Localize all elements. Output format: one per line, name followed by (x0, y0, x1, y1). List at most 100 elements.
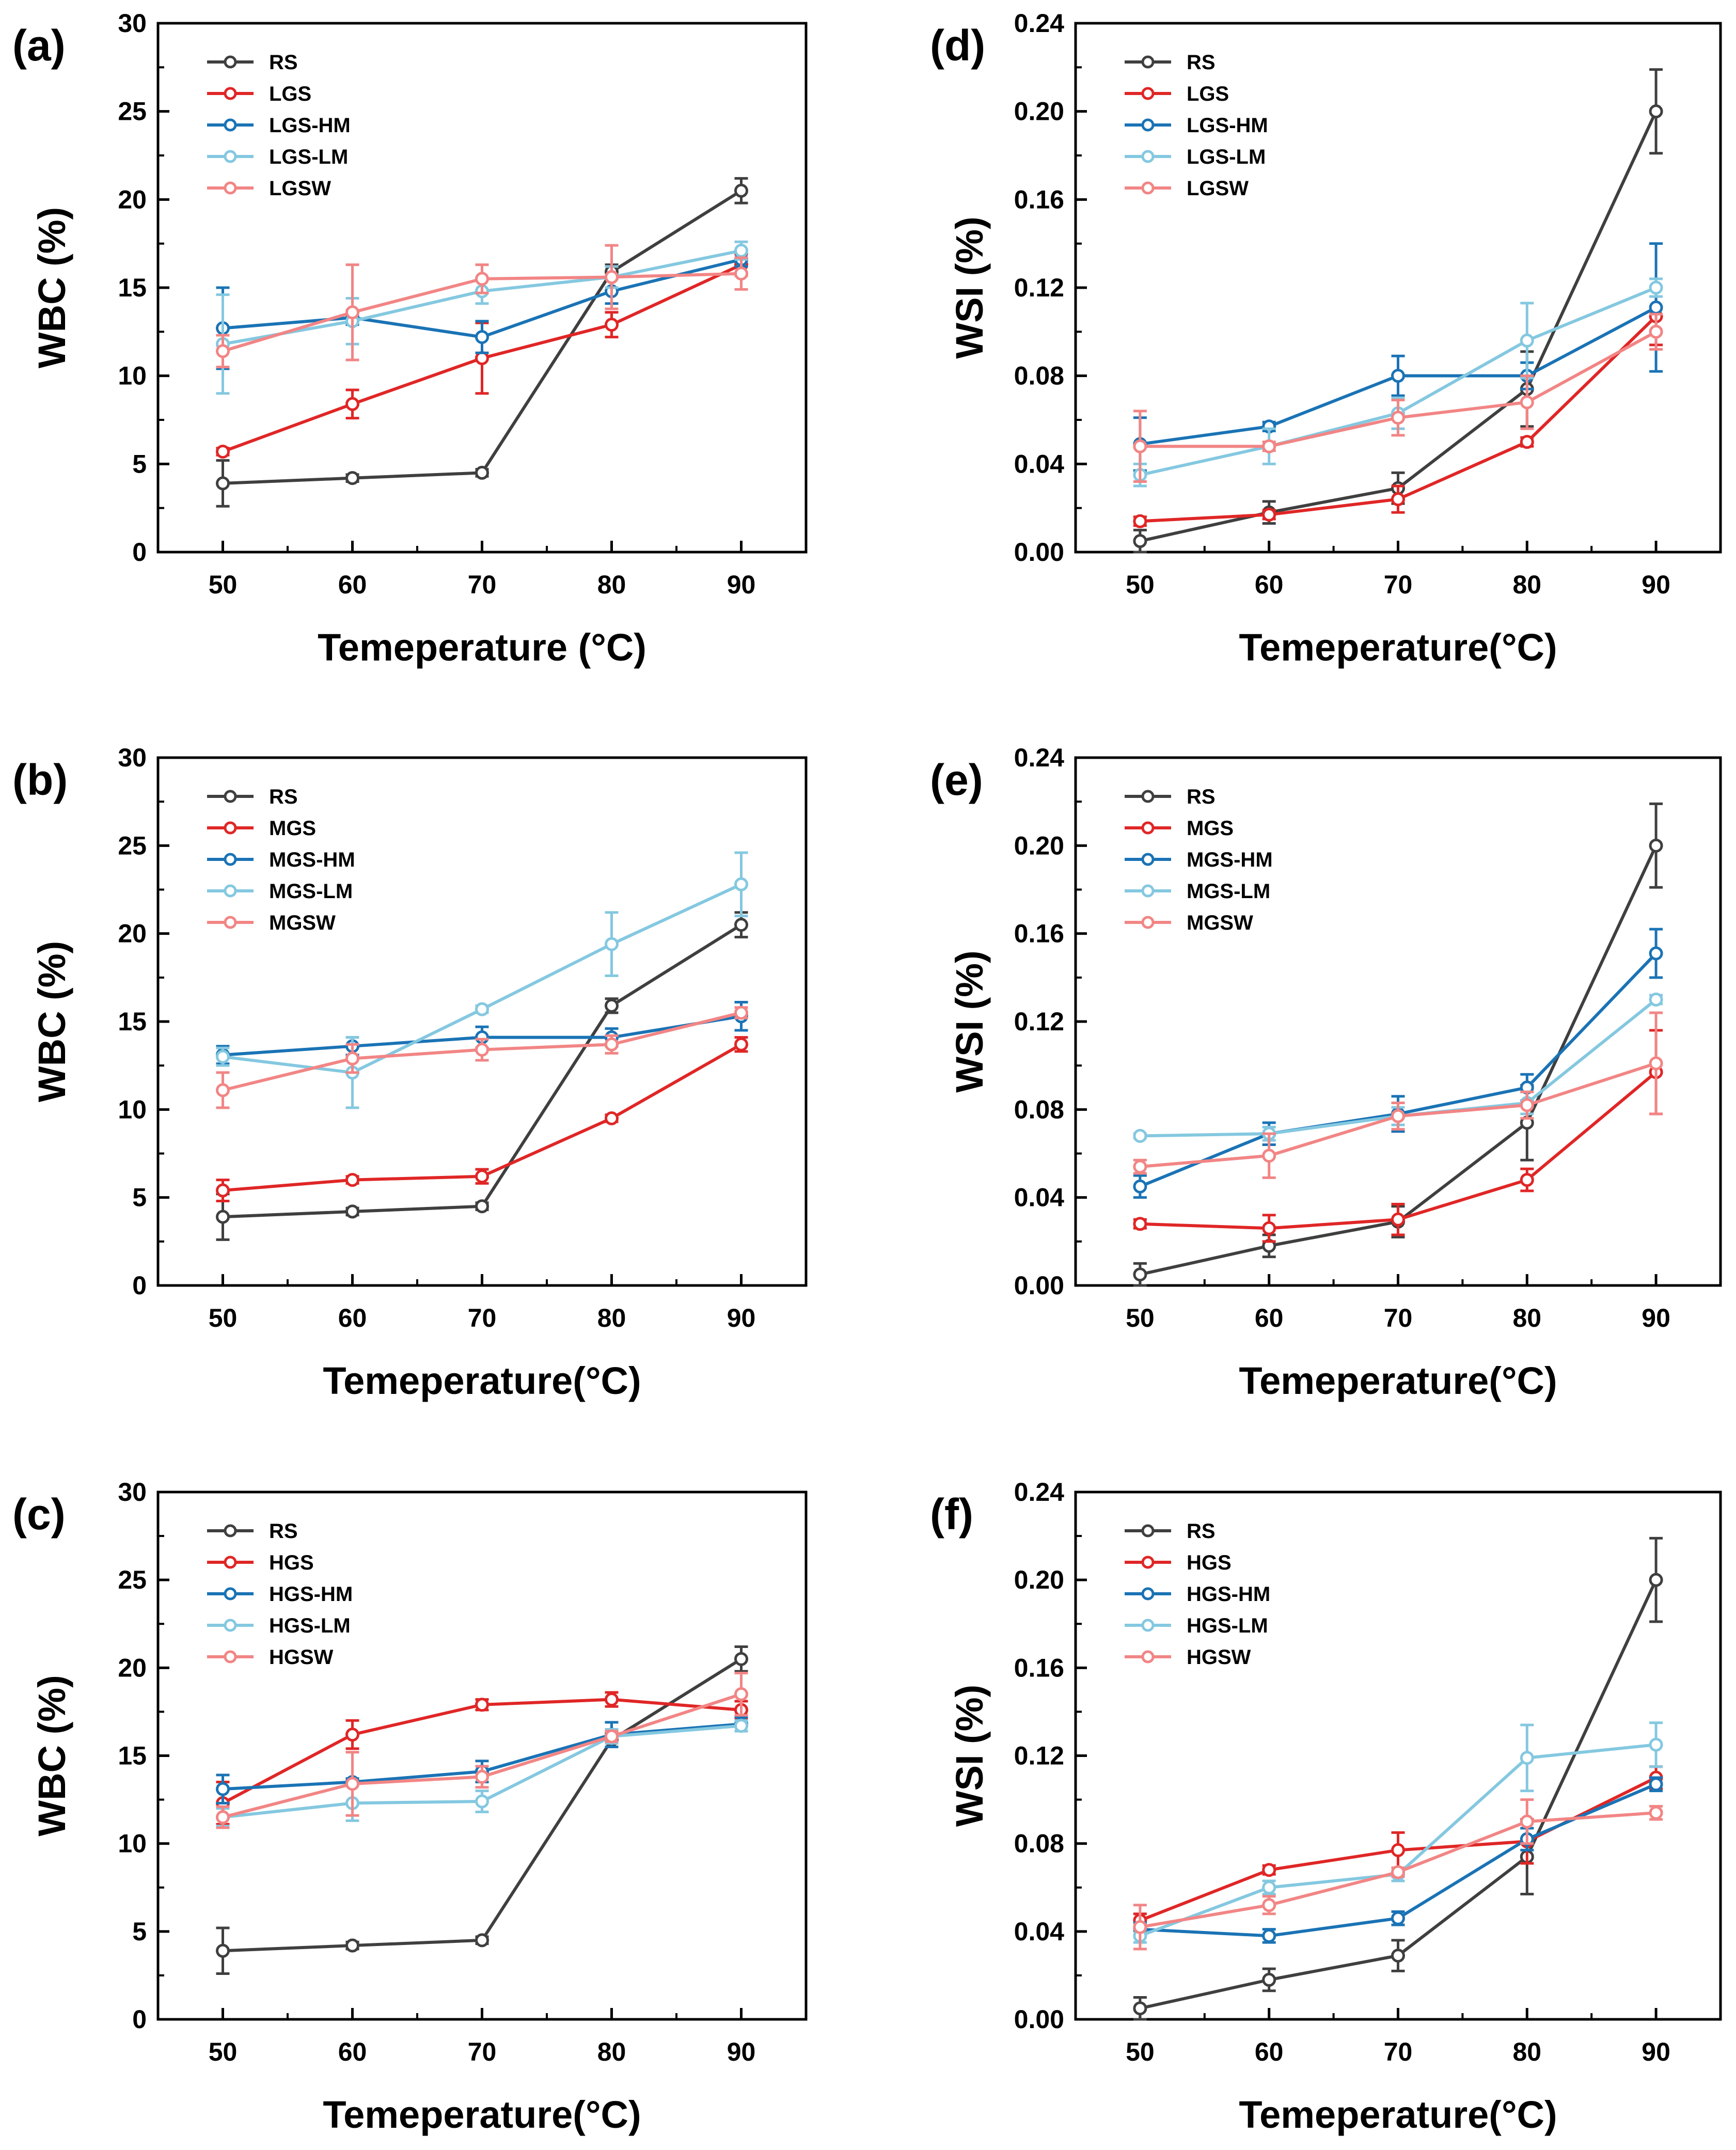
panel-label: (c) (12, 1490, 66, 1539)
data-point (475, 1794, 489, 1809)
y-tick-label: 0.24 (1014, 743, 1065, 772)
x-tick-label: 70 (468, 1304, 497, 1332)
y-tick-label: 0.04 (1014, 1183, 1065, 1212)
x-tick-label: 70 (468, 2037, 497, 2066)
series-lgsw (216, 244, 748, 369)
legend-label: HGS-LM (269, 1614, 351, 1637)
y-tick-label: 0 (132, 538, 147, 567)
data-point (1391, 1865, 1405, 1879)
y-tick-label: 25 (118, 831, 147, 860)
data-point (734, 918, 748, 932)
legend-marker (224, 1650, 237, 1663)
x-tick-label: 60 (338, 2037, 367, 2066)
legend-marker (224, 118, 237, 132)
x-tick-label: 80 (1512, 1304, 1541, 1332)
legend-label: LGS (269, 83, 311, 105)
y-tick-label: 0.12 (1014, 1741, 1064, 1770)
data-point (345, 1938, 359, 1953)
data-point (1262, 1221, 1276, 1235)
data-point (1520, 333, 1534, 348)
data-point (1391, 1109, 1405, 1123)
legend-label: MGS-HM (269, 849, 355, 871)
data-point (1262, 1149, 1276, 1163)
chart-panel-a: 50 60 70 80 90 0 5 10 15 20 25 30 Temeperature (°C) W… (12, 9, 808, 669)
series-mgsw (1133, 1011, 1663, 1179)
data-point (1133, 1267, 1147, 1282)
y-axis-title: WBC (%) (30, 1675, 73, 1836)
y-axis-title: WBC (%) (30, 207, 73, 368)
legend: RS HGS HGS-HM HGS-LM HGSW (1125, 1520, 1270, 1669)
x-tick-label: 90 (1642, 1304, 1670, 1332)
data-point (1262, 1972, 1276, 1987)
data-point (1133, 1128, 1147, 1143)
series-lgsw (1133, 312, 1663, 483)
data-point (605, 1111, 619, 1125)
data-point (1649, 280, 1663, 295)
legend-label: RS (269, 786, 298, 808)
data-point (1133, 1179, 1147, 1194)
x-tick-label: 80 (597, 1304, 626, 1332)
data-point (734, 1719, 748, 1733)
y-tick-label: 20 (118, 1653, 147, 1682)
y-tick-label: 30 (118, 9, 147, 38)
data-point (1649, 324, 1663, 339)
x-axis-title: Temeperature(°C) (1239, 626, 1557, 669)
data-point (605, 318, 619, 332)
data-point (734, 243, 748, 258)
legend-label: RS (1187, 786, 1216, 808)
data-point (734, 1652, 748, 1666)
data-point (475, 1002, 489, 1016)
x-axis-title: Temeperature(°C) (1239, 1359, 1557, 1402)
data-point (1391, 1843, 1405, 1857)
legend-marker (1141, 1556, 1155, 1569)
data-point (1262, 1898, 1276, 1912)
data-point (1133, 514, 1147, 528)
data-point (345, 471, 359, 485)
legend-label: MGSW (1187, 912, 1253, 934)
y-tick-label: 0.20 (1014, 97, 1064, 126)
data-point (1262, 1863, 1276, 1877)
y-tick-label: 0.16 (1014, 185, 1064, 214)
y-tick-label: 15 (118, 1741, 147, 1770)
x-tick-label: 70 (1384, 570, 1413, 599)
data-point (1649, 1777, 1663, 1792)
data-point (1520, 1751, 1534, 1765)
y-tick-label: 0.20 (1014, 1565, 1064, 1594)
y-tick-label: 5 (132, 1183, 147, 1212)
x-tick-label: 70 (1384, 2037, 1413, 2066)
legend-label: LGS-HM (1187, 114, 1268, 137)
legend-label: RS (1187, 1520, 1216, 1543)
panel-label: (d) (930, 21, 985, 70)
legend-label: MGS (1187, 817, 1234, 840)
x-tick-label: 50 (209, 1304, 238, 1332)
y-tick-label: 10 (118, 1829, 147, 1858)
data-point (1133, 1920, 1147, 1934)
y-tick-label: 0.24 (1014, 1478, 1065, 1506)
x-tick-label: 60 (1255, 2037, 1284, 2066)
legend-marker (224, 884, 237, 898)
x-axis-title: Temeperature(°C) (1239, 2093, 1557, 2136)
legend-marker (224, 1556, 237, 1569)
data-point (1391, 1212, 1405, 1227)
y-tick-label: 15 (118, 1007, 147, 1036)
chart-panel-d: 50 60 70 80 90 0.00 0.04 0.08 0.12 0.16 0.20 0.24 Te… (930, 9, 1722, 669)
data-point (1520, 1098, 1534, 1112)
data-point (475, 1169, 489, 1184)
data-point (475, 1199, 489, 1214)
series-hgsw (216, 1672, 748, 1829)
x-tick-label: 80 (1512, 2037, 1541, 2066)
data-point (1262, 507, 1276, 522)
data-point (734, 1687, 748, 1701)
x-tick-label: 70 (468, 570, 497, 599)
legend-marker (1141, 853, 1155, 866)
legend-marker (224, 1619, 237, 1632)
y-tick-label: 0 (132, 2005, 147, 2034)
panel-label: (e) (930, 756, 983, 804)
x-tick-label: 90 (727, 570, 756, 599)
series-mgs (216, 1036, 748, 1202)
data-point (475, 272, 489, 286)
data-point (605, 1037, 619, 1052)
legend-label: LGS-LM (269, 146, 348, 168)
chart-panel-c: 50 60 70 80 90 0 5 10 15 20 25 30 Temeperature(°C) WB… (12, 1478, 808, 2136)
y-tick-label: 0.00 (1014, 1271, 1064, 1300)
